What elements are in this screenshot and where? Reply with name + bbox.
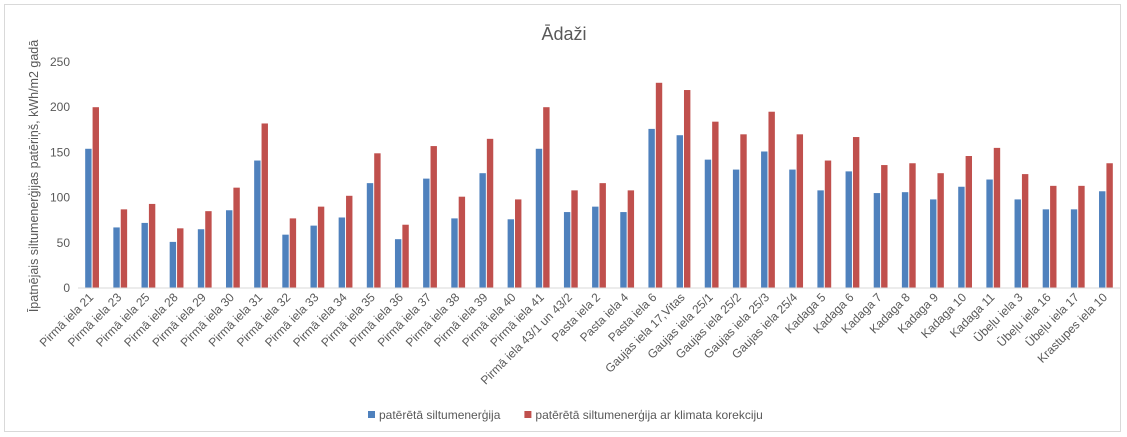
bar-climate-corrected (543, 107, 550, 288)
y-tick-label: 200 (50, 100, 70, 114)
y-tick-label: 100 (50, 191, 70, 205)
y-tick-label: 0 (63, 281, 70, 295)
bar-climate-corrected (289, 218, 297, 288)
bar-climate-corrected (852, 137, 860, 288)
bar-consumed (338, 217, 346, 288)
bar-climate-corrected (458, 196, 466, 288)
bar-climate-corrected (655, 82, 663, 289)
bar-consumed (676, 135, 683, 288)
legend-swatch (368, 411, 375, 418)
bar-consumed (817, 190, 824, 288)
bar-consumed (225, 210, 233, 288)
bar-consumed (1070, 209, 1078, 288)
bar-climate-corrected (965, 156, 973, 288)
bar-consumed (1042, 209, 1050, 288)
bar-climate-corrected (1050, 185, 1057, 288)
bar-climate-corrected (1106, 163, 1113, 288)
bar-consumed (620, 212, 627, 288)
bar-consumed (254, 160, 261, 288)
bar-consumed (535, 148, 543, 288)
bar-climate-corrected (909, 163, 916, 288)
bar-climate-corrected (683, 90, 691, 288)
bar-climate-corrected (148, 203, 156, 288)
bar-consumed (732, 169, 740, 288)
legend-swatch (524, 411, 532, 418)
bar-climate-corrected (937, 173, 944, 288)
bars (85, 82, 1113, 289)
legend-label: patērētā siltumenerģija (379, 408, 501, 422)
y-tick-label: 50 (57, 236, 71, 250)
bar-climate-corrected (993, 147, 1001, 288)
bar-consumed (789, 169, 796, 288)
bar-consumed (1014, 199, 1021, 288)
bar-climate-corrected (233, 187, 240, 288)
bar-consumed (141, 222, 148, 288)
bar-climate-corrected (120, 209, 128, 288)
y-tick-label: 250 (50, 55, 70, 69)
bar-climate-corrected (824, 160, 832, 288)
y-axis-ticks: 0 50 100 150 200 250 (50, 55, 70, 295)
bar-consumed (901, 192, 909, 288)
bar-climate-corrected (881, 165, 888, 288)
bar-climate-corrected (599, 183, 606, 288)
bar-climate-corrected (92, 107, 99, 288)
bar-climate-corrected (627, 190, 635, 288)
bar-consumed (592, 206, 599, 288)
bar-climate-corrected (346, 195, 353, 288)
bar-consumed (845, 171, 852, 288)
bar-consumed (479, 173, 486, 288)
bar-climate-corrected (430, 146, 437, 288)
bar-consumed (423, 178, 430, 288)
y-axis-label: Īpatnējais siltumenerģijas patēriņš, kWh… (27, 40, 41, 312)
bar-climate-corrected (486, 138, 494, 288)
bar-consumed (873, 193, 881, 288)
bar-climate-corrected (374, 153, 381, 288)
bar-climate-corrected (515, 199, 522, 288)
bar-climate-corrected (402, 224, 409, 288)
bar-consumed (958, 186, 965, 288)
bar-climate-corrected (712, 121, 719, 288)
bar-consumed (85, 148, 92, 288)
bar-climate-corrected (1078, 185, 1085, 288)
bar-consumed (197, 229, 205, 288)
bar-climate-corrected (1021, 174, 1029, 288)
bar-consumed (310, 225, 317, 288)
bar-consumed (704, 159, 712, 288)
bar-climate-corrected (796, 134, 804, 288)
bar-consumed (366, 183, 374, 288)
bar-consumed (507, 219, 515, 288)
legend-label: patērētā siltumenerģija ar klimata korek… (535, 408, 762, 422)
bar-consumed (930, 199, 937, 288)
bar-climate-corrected (317, 206, 325, 288)
bar-consumed (761, 151, 768, 288)
legend: patērētā siltumenerģija patērētā siltumen… (368, 408, 763, 422)
bar-climate-corrected (261, 123, 268, 288)
bar-consumed (113, 227, 120, 288)
y-tick-label: 150 (50, 145, 70, 159)
bar-consumed (648, 128, 655, 288)
bar-consumed (394, 239, 402, 288)
bar-consumed (282, 234, 289, 288)
chart-title: Ādaži (541, 24, 586, 44)
bar-consumed (169, 241, 177, 288)
bar-consumed (451, 218, 458, 288)
bar-climate-corrected (740, 134, 747, 288)
bar-consumed (986, 179, 993, 288)
bar-consumed (563, 212, 571, 288)
bar-climate-corrected (177, 228, 184, 288)
bar-consumed (1099, 191, 1106, 288)
bar-climate-corrected (571, 190, 578, 288)
bar-climate-corrected (205, 211, 212, 288)
bar-climate-corrected (768, 111, 775, 288)
